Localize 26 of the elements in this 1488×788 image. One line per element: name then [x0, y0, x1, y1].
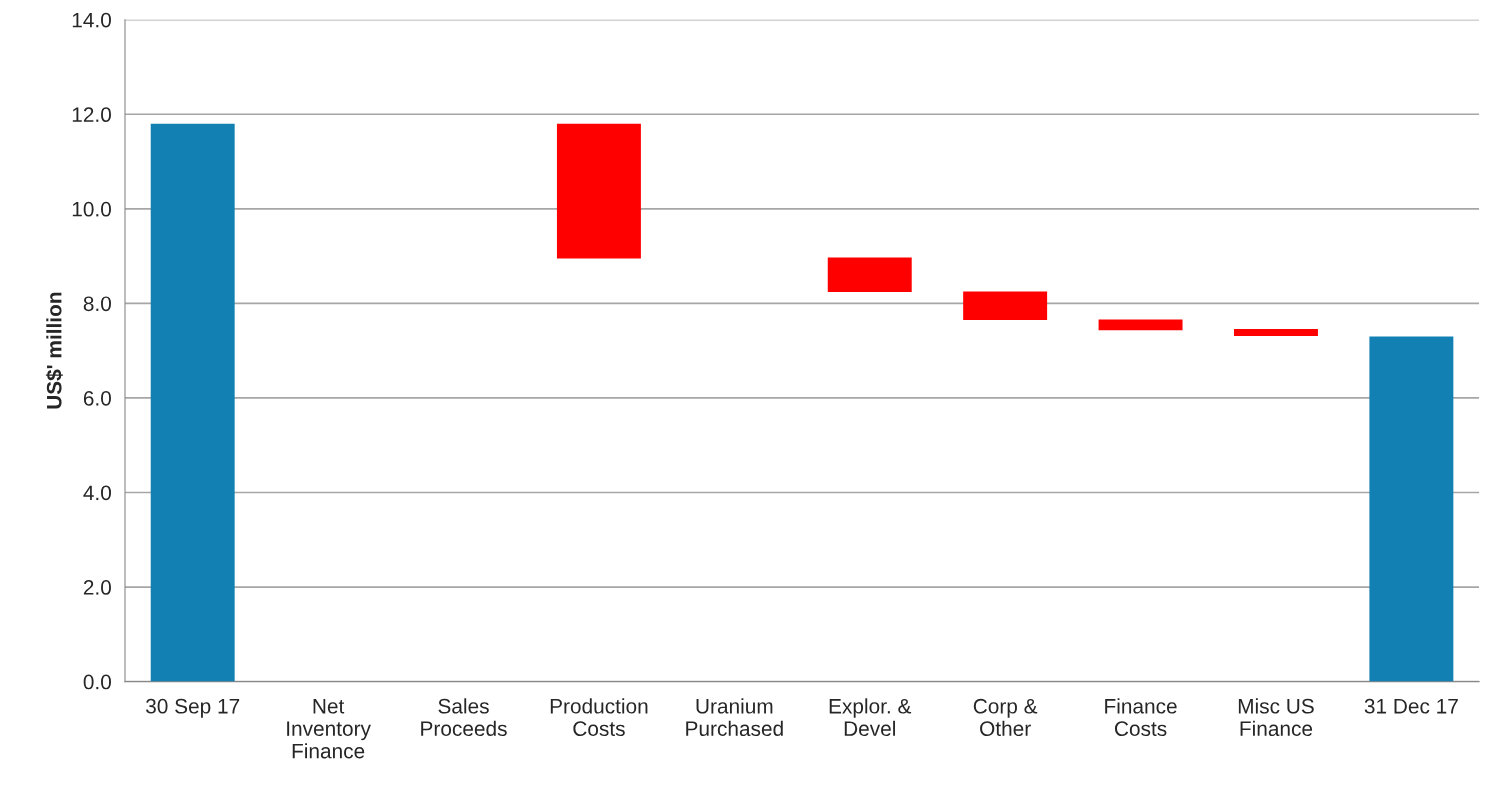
- x-tick-label: Sales Proceeds: [421, 698, 507, 737]
- y-tick-label: 6.0: [83, 390, 111, 406]
- y-tick-label: 0.0: [83, 674, 111, 690]
- y-tick-label: 14.0: [72, 12, 111, 28]
- x-tick-label: 31 Dec 17: [1364, 698, 1458, 714]
- x-tick-label: 30 Sep 17: [146, 698, 240, 718]
- bar: [963, 291, 1048, 320]
- bar: [1098, 319, 1183, 331]
- x-tick-label: Net Inventory Finance: [287, 699, 371, 759]
- x-tick-label: Misc US Finance: [1238, 698, 1314, 737]
- y-axis-title: US$' million: [45, 292, 63, 409]
- y-tick-label: 2.0: [83, 580, 111, 595]
- y-tick-label: 10.0: [72, 201, 111, 217]
- y-tick-label: 4.0: [83, 485, 111, 501]
- x-tick-label: Corp & Other: [973, 698, 1038, 737]
- y-tick-label: 8.0: [83, 296, 111, 312]
- x-tick-label: Production Costs: [550, 698, 648, 737]
- bar: [1369, 336, 1454, 682]
- bar: [150, 123, 235, 682]
- bar: [556, 123, 641, 259]
- y-tick-label: 12.0: [72, 107, 111, 123]
- x-tick-label: Uranium Purchased: [686, 698, 783, 737]
- x-tick-label: Finance Costs: [1105, 698, 1177, 737]
- x-tick-label: Explor. & Devel: [829, 698, 912, 737]
- bar: [1233, 328, 1318, 336]
- bar: [827, 257, 912, 293]
